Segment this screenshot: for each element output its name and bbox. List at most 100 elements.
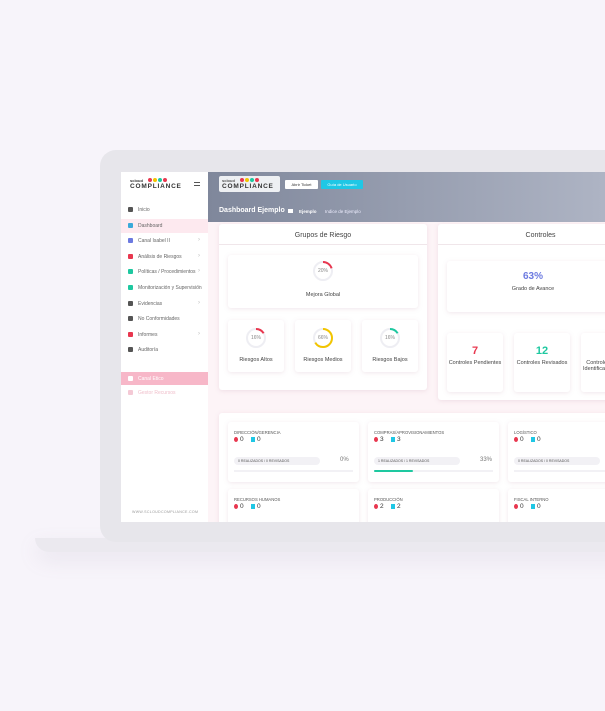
area-card: DIRECCIÓN/GERENCIA 0 0 0 REALIZADOS / 0 REV… <box>228 422 359 482</box>
menu-chevron: › <box>198 252 200 259</box>
menu-icon <box>128 269 133 275</box>
progress-track <box>374 470 493 472</box>
areas-panel: DIRECCIÓN/GERENCIA 0 0 0 REALIZADOS / 0 REV… <box>219 413 605 522</box>
control-stat-card: 12 Controles Revisados <box>514 333 570 392</box>
area-card: FISCAL INTERNO 0 0 <box>508 489 605 522</box>
menu-item: Monitorización y Supervisión <box>138 285 202 291</box>
area-count: 2 <box>380 503 384 510</box>
logo-text: COMPLIANCE <box>130 183 182 190</box>
area-name: PRODUCCIÓN <box>374 497 403 502</box>
control-stat-name: Controles Pendientes <box>448 360 502 366</box>
area-count: 0 <box>257 503 261 510</box>
logo-top: scloud <box>222 178 235 183</box>
flag-icon <box>531 504 535 509</box>
menu-active <box>121 218 208 233</box>
progress-bar <box>374 470 414 472</box>
menu-item: Informes <box>138 331 158 338</box>
divider <box>219 244 427 245</box>
flag-icon <box>391 437 395 442</box>
global-card: 20% Mejora Global <box>228 255 418 308</box>
donut <box>246 328 266 348</box>
logo-dot <box>153 178 157 182</box>
footer: WWW.SCLOUDCOMPLIANCE.COM <box>132 510 199 514</box>
area-name: FISCAL INTERNO <box>514 497 549 502</box>
menu-chevron: › <box>198 268 200 275</box>
area-count: 0 <box>520 503 524 510</box>
area-count: 0 <box>240 436 244 443</box>
menu-icon <box>128 300 133 306</box>
control-stat-value: 12 <box>535 345 549 357</box>
donut <box>380 328 400 348</box>
area-count: 0 <box>520 436 524 443</box>
menu-item: Canal Etico <box>138 376 164 382</box>
menu-icon <box>128 376 133 381</box>
home-icon <box>288 209 293 213</box>
risk-group-name: Riesgos Bajos <box>372 357 408 363</box>
menu-item: Análisis de Riesgos <box>138 253 182 260</box>
menu-icon <box>128 222 133 228</box>
breadcrumb: Indice de Ejemplo <box>325 209 361 214</box>
control-stat-card: 7 Controles Pendientes <box>447 333 503 392</box>
risk-group-name: Riesgos Altos <box>239 357 273 363</box>
drop-icon <box>514 504 518 509</box>
control-stat-name: Controles Revisados <box>516 360 568 366</box>
area-card: PRODUCCIÓN 2 2 <box>368 489 499 522</box>
area-count: 0 <box>240 503 244 510</box>
area-name: LOGÍSTICO <box>514 430 537 435</box>
flag-icon <box>251 504 255 509</box>
flag-icon <box>391 504 395 509</box>
menu-toggle <box>194 182 200 186</box>
menu-icon <box>128 390 133 395</box>
area-name: COMPRAS/APROVISIONAMIENTOS <box>374 430 445 435</box>
menu-chevron: › <box>198 330 200 337</box>
button-ticket: Abrir Ticket <box>285 180 318 189</box>
drop-icon <box>514 437 518 442</box>
menu-icon <box>128 207 133 212</box>
menu-chevron: › <box>198 299 200 306</box>
progress-track <box>514 470 605 472</box>
card-title: Controles <box>525 232 556 239</box>
area-count: 0 <box>537 503 541 510</box>
control-stat-value: 7 <box>471 345 479 357</box>
area-count: 0 <box>537 436 541 443</box>
screen: scloud COMPLIANCE Inicio Dashboard Canal Isa… <box>121 172 605 522</box>
donut-label: 16% <box>250 335 261 341</box>
risk-group-card: 66% Riesgos Medios <box>295 320 351 372</box>
menu-icon <box>128 238 133 244</box>
global-name: Mejora Global <box>305 292 341 298</box>
menu-icon <box>128 347 133 353</box>
area-name: DIRECCIÓN/GERENCIA <box>234 430 281 435</box>
menu-item: No Conformidades <box>138 316 180 323</box>
area-card: RECURSOS HUMANOS 0 0 <box>228 489 359 522</box>
area-name: RECURSOS HUMANOS <box>234 497 281 502</box>
area-card: COMPRAS/APROVISIONAMIENTOS 3 3 1 REALIZADOS… <box>368 422 499 482</box>
logo-dot <box>245 178 249 182</box>
donut-arc <box>313 328 333 348</box>
area-percent: 0% <box>340 457 349 463</box>
area-status: 1 REALIZADOS / 1 REVISADOS <box>378 459 430 463</box>
logo-dot <box>148 178 152 182</box>
progress-value: 63% <box>522 271 543 282</box>
page-title: Dashboard Ejemplo <box>219 207 285 214</box>
donut-arc <box>246 328 266 348</box>
flag-icon <box>531 437 535 442</box>
menu-icon <box>128 285 133 290</box>
progress-card: 63% Grado de Avance <box>447 261 605 312</box>
logo-top: scloud <box>130 178 143 183</box>
area-count: 3 <box>380 436 384 443</box>
menu-highlight <box>121 372 208 385</box>
menu-item: Gestor Recursos <box>138 390 176 396</box>
status-pill <box>234 457 320 465</box>
controls-card: Controles 63% Grado de Avance 7 Controles Pe… <box>438 224 605 400</box>
card-title: Grupos de Riesgo <box>294 232 352 239</box>
logo-dot <box>163 178 167 182</box>
logo-dot <box>158 178 162 182</box>
donut-arc <box>380 328 400 348</box>
risk-group-card: 16% Riesgos Altos <box>228 320 284 372</box>
logo-text: COMPLIANCE <box>222 183 274 190</box>
risk-group-name: Riesgos Medios <box>303 357 343 363</box>
donut <box>313 261 333 281</box>
donut <box>313 328 333 348</box>
control-stat-name: Controles Identificados <box>583 360 605 372</box>
